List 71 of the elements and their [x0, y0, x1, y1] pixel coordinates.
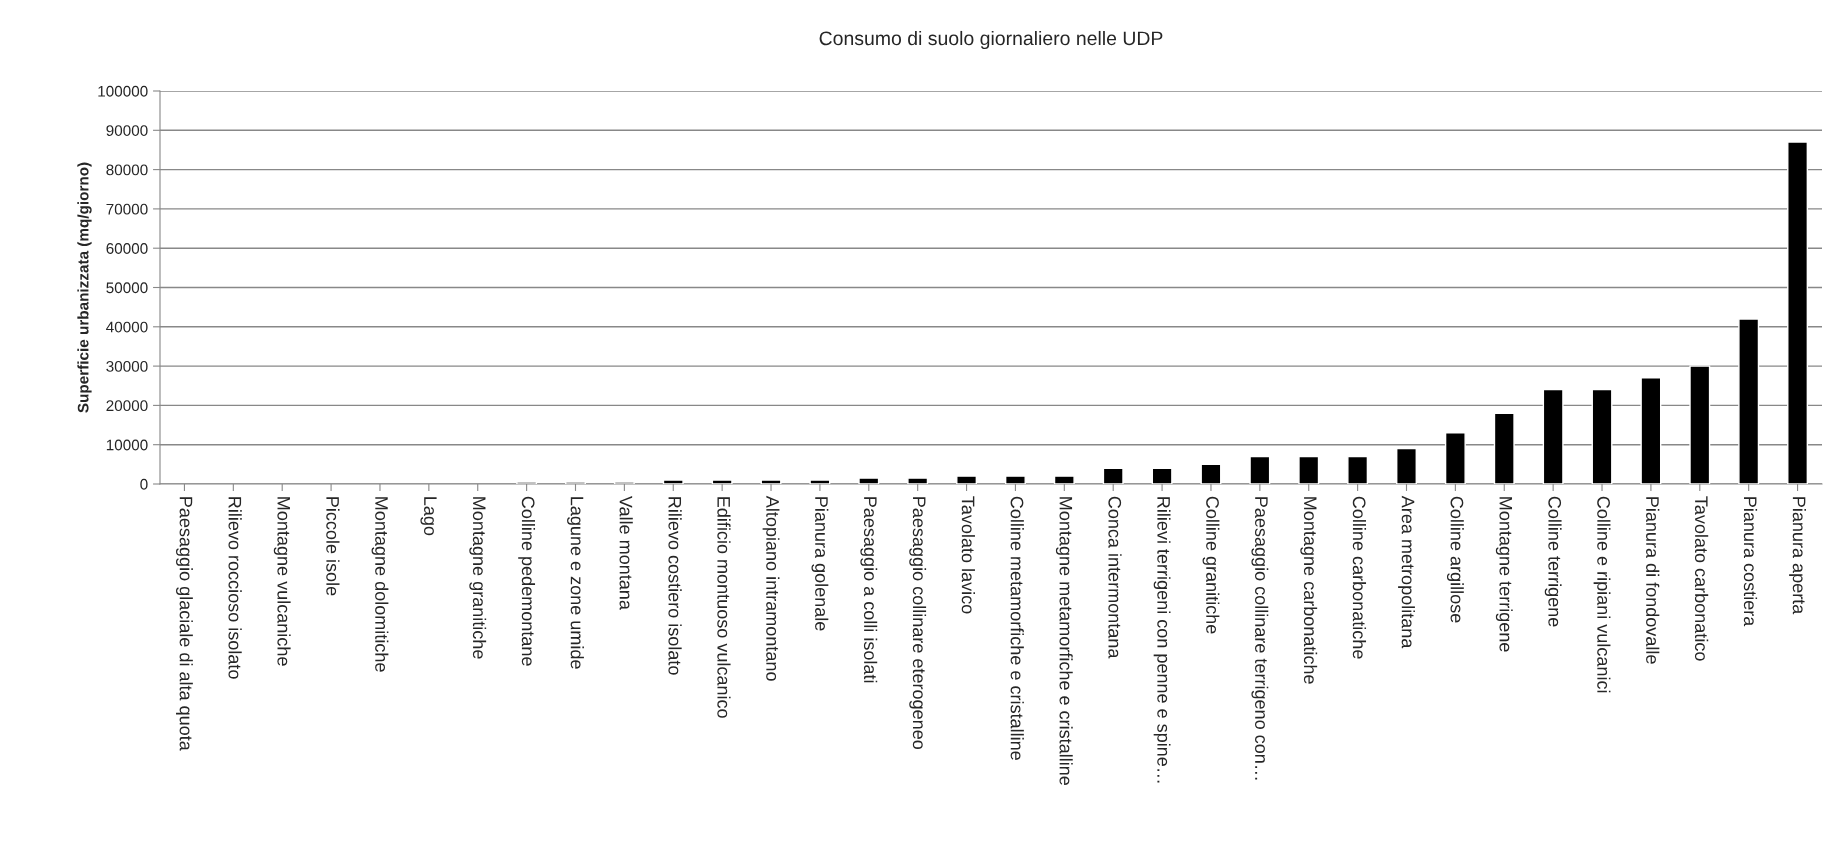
x-tick-label: Paesaggio a colli isolati: [860, 497, 878, 683]
x-tick-label: Pianura di fondovalle: [1646, 497, 1660, 664]
bar: [956, 475, 978, 484]
y-tick-label: 80000: [106, 164, 148, 176]
bar: [858, 477, 880, 484]
bar: [1249, 455, 1271, 484]
x-tick-label: Colline terrigene: [1544, 496, 1562, 627]
x-tick-label: Colline argillose: [1446, 496, 1464, 623]
bar: [1102, 467, 1124, 484]
x-tick-label: Montagne granitiche: [469, 497, 487, 659]
bar: [1591, 388, 1613, 484]
y-tick-label: 70000: [106, 203, 148, 215]
x-tick-label: Montagne carbonatiche: [1300, 497, 1318, 684]
x-tick-label: Colline carbonatiche: [1352, 496, 1367, 659]
bar: [1347, 455, 1369, 484]
y-tick-label: 90000: [106, 125, 148, 136]
bar: [1689, 365, 1711, 484]
x-tick-label: Piccole isole: [326, 497, 340, 596]
x-tick-label: Rilievo roccioso isolato: [228, 497, 242, 679]
bar: [1640, 377, 1662, 484]
bar: [1542, 388, 1564, 484]
x-tick-label: Montagne terrigene: [1495, 497, 1513, 652]
x-tick-label: Paesaggio collinare terrigeno con…: [1251, 497, 1269, 780]
bar: [1151, 467, 1173, 484]
x-tick-label: Colline e ripiani vulcanici: [1593, 496, 1611, 693]
bar: [1444, 432, 1466, 484]
x-tick-label: Tavolato carbonatico: [1694, 496, 1709, 661]
x-tick-label: Valle montana: [619, 495, 633, 610]
bar: [1493, 412, 1515, 484]
x-tick-label: Montagne metamorfiche e cristalline: [1055, 497, 1073, 786]
x-tick-label: Colline granitiche: [1202, 496, 1220, 634]
x-tick-label: Colline pedemontane: [518, 496, 536, 666]
bar: [907, 477, 929, 484]
x-tick-label: Lagune e zone umide: [567, 497, 584, 669]
bar: [1738, 318, 1760, 484]
bar: [662, 479, 684, 484]
x-tick-label: Edificio montuoso vulcanico: [717, 497, 731, 718]
y-tick-label: 0: [140, 478, 148, 490]
x-tick-label: Lago: [420, 497, 437, 536]
x-tick-label: Rilievo costiero isolato: [668, 497, 682, 675]
bar: [809, 479, 831, 484]
bar: [1004, 475, 1026, 484]
bar: [760, 479, 782, 484]
x-tick-label: Pianura aperta: [1789, 497, 1806, 615]
x-tick-label: Conca intermontana: [1108, 496, 1122, 659]
x-tick-label: Pianura golenale: [811, 497, 829, 631]
x-tick-label: Altopiano intramontano: [762, 495, 780, 681]
y-axis-title: Superficie urbanizzata (mq/giorno): [77, 162, 92, 413]
bar: [1396, 447, 1417, 484]
bar: [1053, 475, 1075, 484]
x-tick-label: Montagne vulcaniche: [273, 497, 291, 666]
chart-title: Consumo di suolo giornaliero nelle UDP: [819, 30, 1163, 50]
x-tick-label: Montagne dolomitiche: [371, 497, 389, 672]
x-tick-label: Area metropolitana: [1398, 495, 1415, 649]
bar: [711, 479, 733, 484]
y-tick-label: 20000: [106, 400, 148, 412]
x-tick-label: Paesaggio collinare eterogeneo: [909, 497, 927, 750]
bar: [1200, 463, 1222, 484]
x-tick-label: Tavolato lavico: [961, 496, 975, 614]
y-tick-label: 10000: [106, 439, 148, 451]
x-tick-label: Colline metamorfiche e cristalline: [1010, 496, 1024, 760]
x-tick-label: Pianura costiera: [1743, 497, 1758, 627]
x-tick-label: Rilievi terrigeni con penne e spine…: [1153, 497, 1171, 783]
y-tick-label: 60000: [106, 243, 148, 254]
bar: [1787, 141, 1809, 484]
bar: [1298, 455, 1320, 484]
x-tick-label: Paesaggio glaciale di alta quota: [176, 497, 193, 751]
y-tick-label: 50000: [106, 282, 148, 294]
y-tick-label: 30000: [106, 360, 148, 372]
y-tick-label: 100000: [98, 85, 148, 97]
y-tick-label: 40000: [106, 321, 148, 333]
